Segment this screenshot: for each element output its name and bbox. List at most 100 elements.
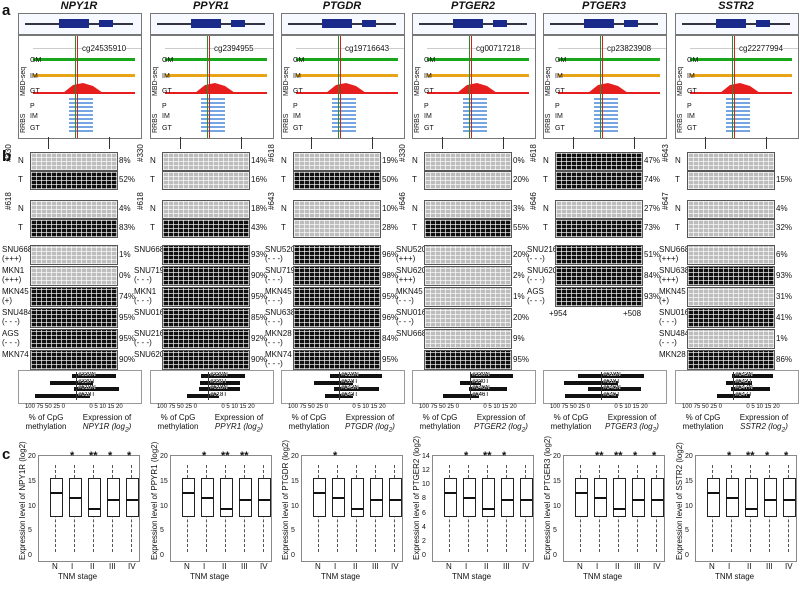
significance-star: * [633, 450, 638, 462]
box [764, 478, 777, 517]
expression-bar [209, 387, 241, 391]
cell-line-expression: (- - -) [265, 296, 283, 305]
expression-bar [209, 374, 246, 378]
x-label: IV [522, 562, 530, 571]
expression-gene-label: PTGER2 (log2) [474, 422, 528, 434]
box [88, 478, 101, 517]
boxplot-y-label: Expression level of PTGER3 (log2) [543, 435, 552, 560]
x-label: II [90, 562, 95, 571]
median [107, 499, 119, 502]
coordinate-end: +508 [623, 309, 642, 318]
expression-bar [734, 380, 753, 385]
expression-gene-name: NPY1R [82, 422, 110, 431]
median [463, 497, 475, 499]
y-tick-label: 10 [291, 502, 299, 510]
track-row-label-gt: GT [555, 125, 565, 132]
methylation-block [30, 200, 118, 219]
cell-line-name: SNU016 [134, 308, 165, 317]
box [50, 478, 63, 517]
expression-gene-name: PTGER2 [474, 422, 507, 431]
cell-line-methylation-block [424, 329, 512, 349]
cell-line-percent: 0% [119, 271, 131, 280]
cell-line-name: SNU620 [396, 266, 427, 275]
y-tick-label: 20 [553, 453, 561, 460]
cell-line-name: SNU620 [527, 266, 558, 275]
cell-line-methylation-block [293, 350, 381, 370]
cell-line-percent: 9% [513, 334, 525, 343]
zoom-connector [573, 137, 635, 149]
median [632, 499, 644, 502]
cell-line-expression: (+++) [396, 254, 416, 263]
significance-star: ** [614, 450, 623, 462]
cell-line-percent: 93% [251, 250, 268, 259]
expression-gene-name: PTGER3 [605, 422, 638, 431]
x-label: I [71, 562, 74, 571]
significance-star: * [333, 450, 338, 462]
panel-letter-a: a [2, 2, 11, 19]
significance-star: * [727, 450, 732, 462]
pair-id: #330 [398, 144, 407, 162]
bar-sample-label: #330T [78, 378, 96, 385]
cell-line-expression: (- - -) [134, 296, 152, 305]
bar-sample-label: #647N [735, 385, 753, 391]
cell-line-percent: 1% [119, 250, 131, 259]
boxplot-y-label: Expression level of NPY1R (log2) [18, 441, 27, 560]
cell-line-percent: 98% [382, 271, 399, 280]
y-tick-label: 15 [291, 477, 299, 485]
cell-line-percent: 95% [382, 355, 399, 364]
box [632, 478, 645, 517]
box [370, 478, 383, 517]
methylation-percent: 20% [513, 175, 530, 184]
cell-line-methylation-block [293, 245, 381, 265]
track-row-label-gm: GM [30, 57, 42, 64]
track-row-label-gm: GM [555, 57, 567, 64]
x-label: IV [785, 562, 793, 571]
cell-line-name: SNU016 [659, 308, 690, 317]
gene-title: PTGER3 [581, 0, 626, 12]
cell-line-name: AGS [2, 329, 19, 338]
gene-structure-track [675, 13, 799, 35]
expression-bar [734, 393, 750, 398]
cell-line-expression: (+) [659, 296, 669, 305]
gene-title: PTGER2 [450, 0, 495, 12]
median [520, 499, 532, 502]
cell-line-name: AGS [527, 287, 544, 296]
pair-n-label: N [412, 156, 418, 165]
cell-line-name: SNU638 [265, 308, 296, 317]
cell-line-name: SNU520 [396, 245, 427, 254]
pair-id: #618 [4, 192, 13, 210]
cell-line-name: SNU620 [134, 350, 165, 359]
pair-id: #330 [4, 144, 13, 162]
expression-bar [602, 387, 641, 391]
cell-line-methylation-block [687, 350, 775, 370]
box [501, 478, 514, 517]
cell-line-expression: (- - -) [659, 317, 677, 326]
pair-n-label: N [543, 204, 549, 213]
box [126, 478, 139, 517]
mbd-seq-label: MBD-seq [677, 66, 684, 96]
methylation-block [687, 152, 775, 171]
pair-id: #646 [398, 192, 407, 210]
cell-line-percent: 95% [382, 292, 399, 301]
cell-line-percent: 90% [251, 355, 268, 364]
cell-line-expression: (- - -) [265, 275, 283, 284]
median [613, 507, 625, 510]
y-tick-label: 15 [685, 477, 693, 485]
pair-t-label: T [18, 223, 23, 232]
expression-axis-ticks: 0 5 10 15 20 [483, 404, 517, 410]
box [313, 478, 326, 517]
x-label: I [596, 562, 599, 571]
significance-star: * [202, 450, 207, 462]
x-title: TNM stage [715, 572, 755, 581]
bar-sample-label: #643T [341, 391, 359, 398]
cell-line-expression: (- - -) [659, 338, 677, 347]
pair-t-label: T [412, 223, 417, 232]
cell-line-percent: 20% [513, 250, 530, 259]
cell-line-name: SNU016 [396, 308, 427, 317]
cell-line-name: SNU668 [396, 329, 427, 338]
cell-line-percent: 41% [776, 313, 793, 322]
cell-line-expression: (+) [2, 296, 12, 305]
methylation-bar [334, 387, 339, 391]
y-tick-label: 12 [422, 467, 430, 475]
y-tick-label: 10 [160, 502, 168, 510]
